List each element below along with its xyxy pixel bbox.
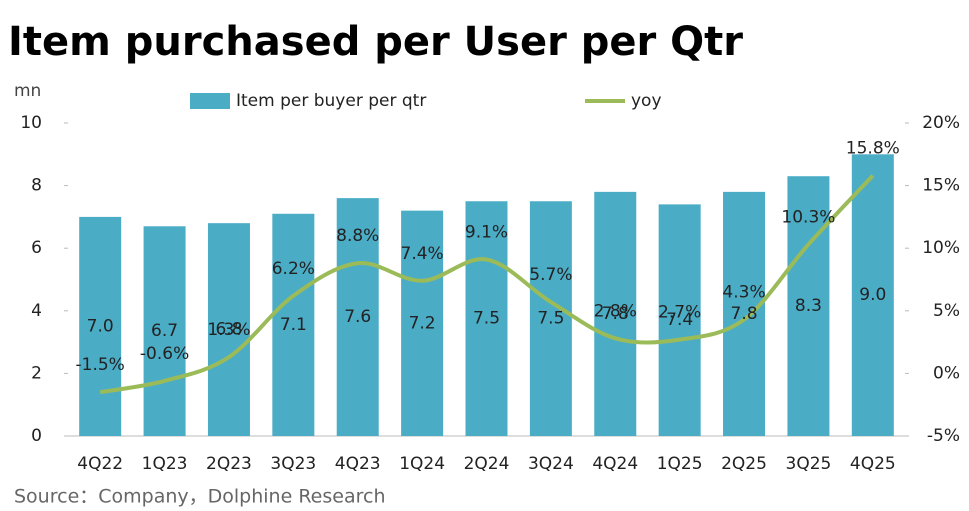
x-tick-label: 2Q23 [206, 454, 252, 474]
x-tick-label: 2Q24 [464, 454, 510, 474]
x-tick-label: 2Q25 [721, 454, 767, 474]
bar [851, 154, 894, 437]
y2-tick-label: 10% [922, 238, 960, 258]
x-tick-label: 3Q23 [270, 454, 316, 474]
y2-tick-label: 20% [922, 113, 960, 133]
x-tick-label: 4Q24 [592, 454, 638, 474]
bar [658, 204, 701, 436]
bar [143, 226, 186, 436]
value-label: 4.3% [722, 283, 765, 303]
line [99, 174, 875, 395]
value-label: 8.3 [795, 296, 822, 316]
bar [529, 201, 572, 436]
y2-tick-label: -5% [927, 426, 960, 446]
y-tick-label: 2 [31, 363, 42, 383]
value-label: 6.7 [151, 321, 178, 341]
value-label: 2.7% [658, 303, 701, 323]
x-tick-label: 1Q25 [657, 454, 703, 474]
value-label: 7.4 [666, 310, 693, 330]
bar [272, 213, 315, 436]
value-label: 7.8 [602, 304, 629, 324]
value-label: 7.8 [731, 304, 758, 324]
value-label: 5.7% [529, 265, 572, 285]
value-label: -1.5% [76, 355, 125, 375]
bar [336, 198, 379, 436]
value-label: 7.4% [401, 244, 444, 264]
x-tick-label: 4Q25 [850, 454, 896, 474]
y-tick-label: 6 [31, 238, 42, 258]
bar [723, 191, 766, 436]
y-tick-label: 10 [20, 113, 42, 133]
bar [401, 210, 444, 436]
y-tick-label: 0 [31, 426, 42, 446]
value-label: 7.2 [409, 313, 436, 333]
value-label: 10.3% [781, 207, 835, 227]
value-label: 9.0 [859, 285, 886, 305]
y-unit: mn [14, 81, 41, 101]
bar [594, 191, 637, 436]
value-label: 7.5 [537, 309, 564, 329]
value-label: 2.8% [594, 301, 637, 321]
bar [465, 201, 508, 436]
value-label: 7.5 [473, 309, 500, 329]
x-tick-label: 4Q22 [77, 454, 123, 474]
y2-tick-label: 15% [922, 176, 960, 196]
bar [787, 176, 830, 436]
value-label: 6.2% [272, 259, 315, 279]
source: Source：Company，Dolphine Research [14, 486, 385, 508]
value-label: 9.1% [465, 222, 508, 242]
value-label: 7.6 [344, 307, 371, 327]
value-label: 1.3% [207, 320, 250, 340]
value-label: 7.0 [87, 316, 114, 336]
bar [79, 216, 122, 436]
legend-label: Item per buyer per qtr [236, 91, 426, 111]
value-label: 7.1 [280, 315, 307, 335]
y-tick-label: 8 [31, 176, 42, 196]
legend-label: yoy [631, 91, 662, 111]
legend-swatch [190, 93, 230, 109]
x-tick-label: 1Q24 [399, 454, 445, 474]
chart-title: Item purchased per User per Qtr [8, 19, 743, 65]
x-tick-label: 3Q25 [786, 454, 832, 474]
y2-tick-label: 5% [933, 301, 960, 321]
y2-tick-label: 0% [933, 363, 960, 383]
value-label: 15.8% [846, 139, 900, 159]
x-tick-label: 1Q23 [142, 454, 188, 474]
y-tick-label: 4 [31, 301, 42, 321]
bar [207, 223, 250, 436]
value-label: -0.6% [140, 344, 189, 364]
value-label: 8.8% [336, 226, 379, 246]
x-tick-label: 3Q24 [528, 454, 574, 474]
value-label: 6.8 [215, 320, 242, 340]
x-tick-label: 4Q23 [335, 454, 381, 474]
